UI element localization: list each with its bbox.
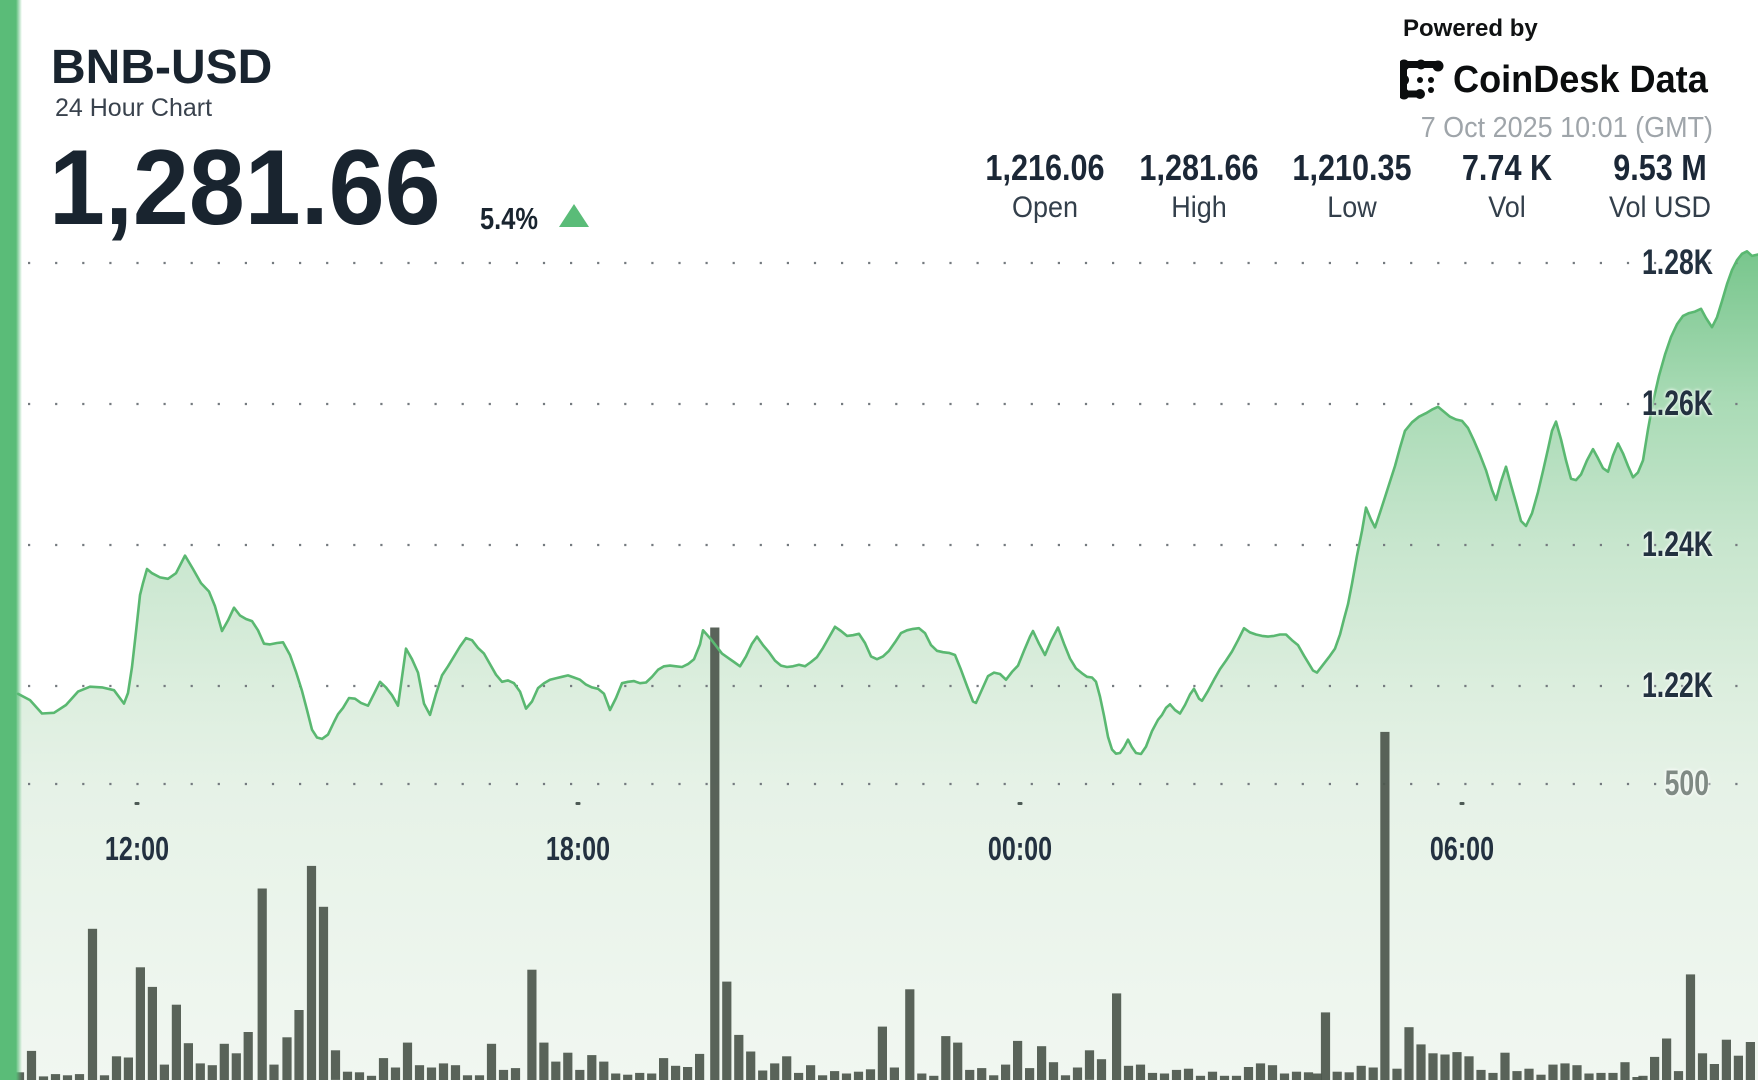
stat-open: 1,216.06 Open xyxy=(935,150,1155,223)
coindesk-logo-icon xyxy=(1398,59,1444,100)
provider-logo: CoinDesk Data xyxy=(1398,59,1721,102)
x-axis-ticks xyxy=(134,802,1465,805)
stat-low-value: 1,210.35 xyxy=(1292,147,1412,188)
price-row: 1,281.66 5.4% xyxy=(49,127,590,247)
stat-high: 1,281.66 High xyxy=(1089,150,1309,223)
y-axis-label-vol-500: 500 xyxy=(1664,764,1709,803)
pair-title: BNB-USD xyxy=(51,41,273,94)
stat-low-label: Low xyxy=(1327,191,1377,224)
volume-bars xyxy=(14,627,1755,1080)
stat-vol-usd-value: 9.53 M xyxy=(1613,147,1707,188)
accent-strip xyxy=(0,0,22,1080)
stat-high-label: High xyxy=(1171,191,1227,224)
x-axis-label-1200: 12:00 xyxy=(104,830,170,867)
y-axis-label-1240: 1.24K xyxy=(1642,525,1713,564)
y-axis-label-1280: 1.28K xyxy=(1642,243,1713,282)
stat-high-value: 1,281.66 xyxy=(1139,147,1259,188)
current-price: 1,281.66 xyxy=(49,127,441,247)
stat-vol-value: 7.74 K xyxy=(1461,147,1553,188)
powered-by-label: Powered by xyxy=(1403,15,1538,42)
pair-subtitle: 24 Hour Chart xyxy=(55,94,213,122)
chart-timestamp: 7 Oct 2025 10:01 (GMT) xyxy=(1420,112,1713,144)
y-axis-label-1260: 1.26K xyxy=(1642,384,1713,423)
price-area-fill xyxy=(18,251,1758,1080)
x-axis-label-1800: 18:00 xyxy=(545,830,611,867)
x-axis-label-0600: 06:00 xyxy=(1429,830,1495,867)
stat-vol-label: Vol xyxy=(1488,191,1526,224)
y-axis-label-1220: 1.22K xyxy=(1642,666,1713,705)
stat-vol-usd-label: Vol USD xyxy=(1608,191,1712,224)
stat-open-value: 1,216.06 xyxy=(985,147,1105,188)
x-axis-label-0000: 00:00 xyxy=(987,830,1053,867)
up-arrow-icon xyxy=(559,204,590,227)
provider-name: CoinDesk Data xyxy=(1453,59,1708,101)
price-change-percent: 5.4% xyxy=(479,201,538,236)
stat-vol: 7.74 K Vol xyxy=(1397,150,1617,223)
price-line xyxy=(16,250,1758,756)
stat-low: 1,210.35 Low xyxy=(1242,150,1462,223)
stat-vol-usd: 9.53 M Vol USD xyxy=(1550,150,1758,223)
stat-open-label: Open xyxy=(1011,191,1079,224)
